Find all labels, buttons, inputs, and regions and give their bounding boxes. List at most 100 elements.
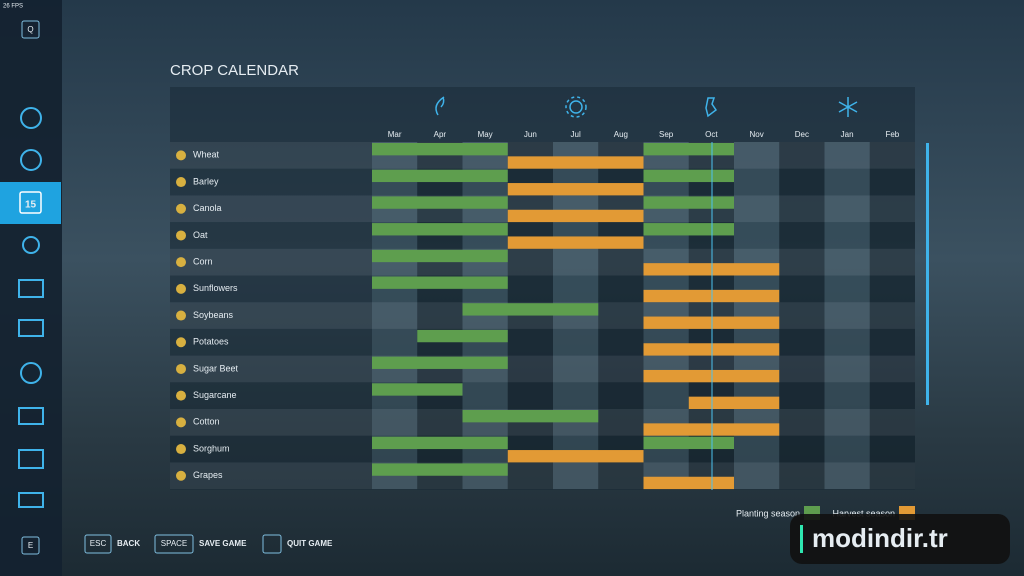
planting-bar bbox=[372, 249, 508, 263]
harvest-bar bbox=[507, 450, 644, 463]
scrollbar[interactable] bbox=[926, 143, 929, 405]
crop-name[interactable]: Soybeans bbox=[193, 310, 234, 320]
crop-icon bbox=[176, 363, 186, 374]
planting-bar bbox=[372, 356, 508, 369]
key-label: ESC bbox=[90, 539, 107, 548]
active-tab[interactable] bbox=[0, 182, 61, 224]
title: CROP CALENDAR bbox=[170, 62, 299, 79]
row-bg bbox=[170, 275, 915, 303]
legend-label: Planting season bbox=[736, 508, 800, 518]
harvest-bar bbox=[643, 369, 780, 383]
fps: 26 FPS bbox=[3, 4, 23, 10]
crop-name[interactable]: Grapes bbox=[193, 470, 223, 480]
crop-name[interactable]: Sugarcane bbox=[193, 390, 237, 400]
planting-bar bbox=[372, 223, 508, 236]
key-box[interactable] bbox=[84, 534, 112, 554]
legend-label: Harvest season bbox=[832, 508, 895, 518]
column-bg bbox=[824, 142, 870, 490]
planting-bar bbox=[643, 143, 734, 156]
key-box[interactable] bbox=[21, 20, 40, 39]
key-box[interactable] bbox=[154, 534, 194, 554]
planting-bar bbox=[643, 223, 734, 236]
crop-name[interactable]: Barley bbox=[193, 176, 219, 186]
key-label: SPACE bbox=[161, 539, 188, 548]
row-bg bbox=[170, 382, 915, 409]
month-label: Apr bbox=[434, 130, 447, 139]
column-bg bbox=[598, 142, 644, 490]
crop-icon bbox=[176, 283, 186, 294]
crop-icon bbox=[176, 257, 186, 268]
harvest-bar bbox=[643, 343, 780, 356]
crop-name[interactable]: Wheat bbox=[193, 150, 220, 160]
crop-icon bbox=[176, 310, 186, 321]
watermark-bar bbox=[800, 525, 803, 553]
harvest-bar bbox=[507, 236, 644, 249]
crop-icon bbox=[176, 390, 186, 401]
planting-bar bbox=[372, 169, 508, 183]
planting-bar bbox=[372, 143, 508, 156]
key-e: E bbox=[28, 541, 33, 550]
crop-icon bbox=[176, 337, 186, 348]
sidebar bbox=[0, 0, 62, 576]
planting-bar bbox=[643, 169, 734, 183]
month-label: Jun bbox=[524, 130, 537, 139]
month-label: Jul bbox=[571, 130, 581, 139]
crop-icon bbox=[176, 444, 186, 455]
row-bg bbox=[170, 248, 915, 276]
planting-bar bbox=[372, 383, 463, 396]
crop-icon bbox=[176, 150, 186, 161]
planting-bar bbox=[372, 196, 508, 209]
button-label[interactable]: BACK bbox=[117, 539, 140, 548]
table-bg bbox=[170, 87, 915, 490]
harvest-bar bbox=[688, 396, 780, 409]
harvest-bar bbox=[507, 156, 644, 169]
harvest-bar bbox=[643, 316, 780, 329]
crop-name[interactable]: Canola bbox=[193, 203, 222, 213]
calendar-day: 15 bbox=[25, 200, 37, 211]
sidebar-icons[interactable] bbox=[18, 107, 44, 508]
key-box[interactable] bbox=[21, 536, 40, 555]
crop-name[interactable]: Cotton bbox=[193, 417, 220, 427]
month-label: Oct bbox=[705, 130, 718, 139]
watermark-bg bbox=[790, 514, 1010, 564]
month-label: Jan bbox=[841, 130, 854, 139]
crop-icon bbox=[176, 203, 186, 214]
planting-bar bbox=[372, 436, 508, 450]
crop-icon bbox=[176, 177, 186, 188]
crop-name[interactable]: Sorghum bbox=[193, 443, 230, 453]
crop-icon bbox=[176, 470, 186, 481]
button-label[interactable]: SAVE GAME bbox=[199, 539, 247, 548]
planting-bar bbox=[462, 410, 599, 423]
crop-icon bbox=[176, 417, 186, 428]
crop-name[interactable]: Sunflowers bbox=[193, 283, 238, 293]
button-label[interactable]: QUIT GAME bbox=[287, 539, 333, 548]
planting-bar bbox=[643, 436, 734, 450]
planting-bar bbox=[417, 329, 508, 343]
calendar-icon bbox=[19, 191, 42, 214]
crop-name[interactable]: Potatoes bbox=[193, 337, 229, 347]
month-label: Aug bbox=[614, 130, 628, 139]
planting-bar bbox=[643, 196, 734, 209]
season-icons bbox=[435, 96, 858, 118]
crop-icon bbox=[176, 230, 186, 241]
column-bg bbox=[779, 142, 825, 490]
key-box[interactable] bbox=[262, 534, 282, 554]
month-label: Mar bbox=[388, 130, 402, 139]
row-bg bbox=[170, 462, 915, 490]
crop-name[interactable]: Corn bbox=[193, 257, 213, 267]
key-q: Q bbox=[27, 25, 33, 34]
harvest-bar bbox=[507, 183, 644, 196]
harvest-bar bbox=[643, 423, 780, 436]
harvest-bar bbox=[643, 289, 780, 303]
crop-name[interactable]: Sugar Beet bbox=[193, 363, 239, 373]
planting-bar bbox=[462, 303, 599, 316]
month-label: Dec bbox=[795, 130, 809, 139]
harvest-bar bbox=[507, 209, 644, 223]
month-label: Feb bbox=[885, 130, 899, 139]
crop-name[interactable]: Oat bbox=[193, 230, 208, 240]
row-bg bbox=[170, 328, 915, 356]
planting-bar bbox=[372, 463, 508, 476]
row-bg bbox=[170, 355, 915, 383]
